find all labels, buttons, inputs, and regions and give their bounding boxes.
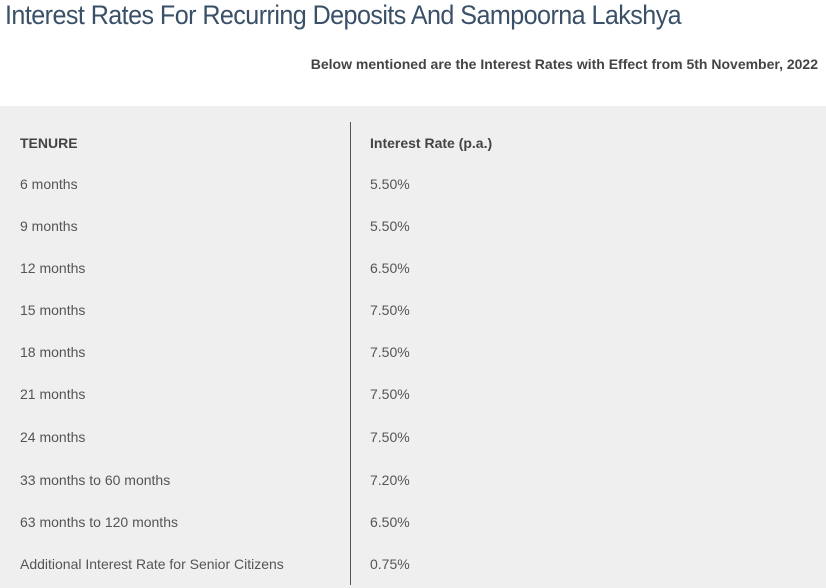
table-row: 9 months 5.50% bbox=[0, 218, 826, 238]
header-tenure: TENURE bbox=[20, 135, 78, 151]
rate-cell: 7.20% bbox=[370, 472, 410, 488]
rate-cell: 6.50% bbox=[370, 260, 410, 276]
table-row: 33 months to 60 months 7.20% bbox=[0, 472, 826, 492]
table-row: 18 months 7.50% bbox=[0, 344, 826, 364]
tenure-cell: 18 months bbox=[20, 344, 86, 360]
rate-cell: 7.50% bbox=[370, 302, 410, 318]
table-row: 63 months to 120 months 6.50% bbox=[0, 514, 826, 534]
tenure-cell: 6 months bbox=[20, 176, 78, 192]
table-row: Additional Interest Rate for Senior Citi… bbox=[0, 556, 826, 576]
table-row: 24 months 7.50% bbox=[0, 429, 826, 449]
tenure-cell: 21 months bbox=[20, 386, 86, 402]
table-row: 15 months 7.50% bbox=[0, 302, 826, 322]
table-header-row: TENURE Interest Rate (p.a.) bbox=[0, 135, 826, 155]
tenure-cell: 12 months bbox=[20, 260, 86, 276]
table-row: 12 months 6.50% bbox=[0, 260, 826, 280]
tenure-cell: 15 months bbox=[20, 302, 86, 318]
tenure-cell: Additional Interest Rate for Senior Citi… bbox=[20, 556, 284, 572]
rate-cell: 5.50% bbox=[370, 218, 410, 234]
column-divider bbox=[350, 122, 351, 585]
table-row: 6 months 5.50% bbox=[0, 176, 826, 196]
page-title: Interest Rates For Recurring Deposits An… bbox=[5, 0, 682, 30]
tenure-cell: 63 months to 120 months bbox=[20, 514, 178, 530]
tenure-cell: 33 months to 60 months bbox=[20, 472, 171, 488]
tenure-cell: 24 months bbox=[20, 429, 86, 445]
effective-date-note: Below mentioned are the Interest Rates w… bbox=[310, 56, 818, 72]
interest-rate-table: TENURE Interest Rate (p.a.) 6 months 5.50… bbox=[0, 106, 826, 588]
rate-cell: 5.50% bbox=[370, 176, 410, 192]
table-row: 21 months 7.50% bbox=[0, 386, 826, 406]
rate-cell: 7.50% bbox=[370, 429, 410, 445]
rate-cell: 6.50% bbox=[370, 514, 410, 530]
rate-cell: 7.50% bbox=[370, 344, 410, 360]
header-interest-rate: Interest Rate (p.a.) bbox=[370, 135, 493, 151]
rate-cell: 7.50% bbox=[370, 386, 410, 402]
tenure-cell: 9 months bbox=[20, 218, 78, 234]
rate-cell: 0.75% bbox=[370, 556, 410, 572]
